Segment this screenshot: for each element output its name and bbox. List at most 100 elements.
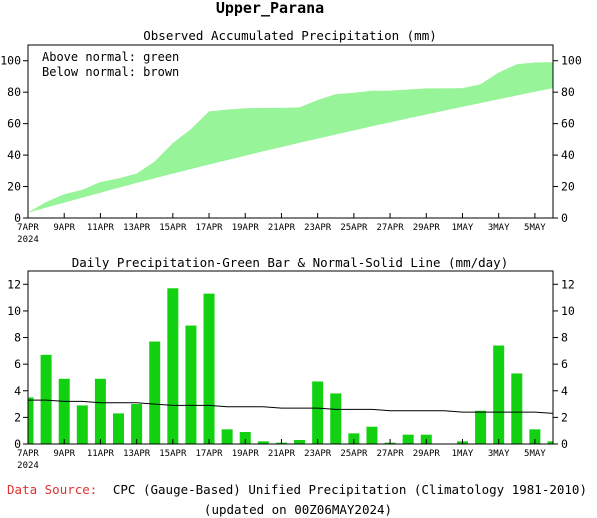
page-title: Upper_Parana: [216, 0, 324, 17]
accum-plot-frame: [27, 44, 554, 219]
accum-ytick-label-right: 40: [561, 148, 575, 162]
daily-xtick-label: 11APR: [87, 449, 115, 459]
accum-xtick-label: 7APR: [17, 223, 39, 233]
daily-bar: [366, 426, 378, 444]
accum-xtick-label: 21APR: [268, 223, 296, 233]
daily-xtick-label: 23APR: [304, 449, 332, 459]
daily-ytick-label-left: 4: [14, 384, 21, 398]
source-label: Data Source:: [7, 482, 97, 497]
daily-ytick-label-right: 0: [561, 437, 568, 451]
accum-xtick-label: 19APR: [232, 223, 260, 233]
accum-ytick-label-right: 80: [561, 85, 575, 99]
daily-xtick-label: 15APR: [159, 449, 187, 459]
updated-text: (updated on 00Z06MAY2024): [204, 502, 392, 517]
accum-xtick-label: 11APR: [87, 223, 115, 233]
daily-bar: [149, 341, 161, 444]
daily-bar: [330, 393, 342, 444]
accum-ytick-label-left: 0: [14, 211, 21, 225]
accum-chart-title: Observed Accumulated Precipitation (mm): [143, 28, 437, 43]
accum-ytick-label-left: 40: [7, 148, 21, 162]
accum-ytick-label-left: 20: [7, 180, 21, 194]
legend-above: Above normal: green: [42, 50, 179, 64]
daily-ytick-label-right: 12: [561, 277, 575, 291]
accum-xtick-label: 5MAY: [524, 223, 546, 233]
daily-xtick-label: 25APR: [340, 449, 368, 459]
accum-xtick-label: 25APR: [340, 223, 368, 233]
daily-ytick-label-right: 6: [561, 357, 568, 371]
daily-bar: [185, 325, 197, 444]
daily-plot: [28, 288, 554, 444]
daily-xtick-label: 19APR: [232, 449, 260, 459]
source-line: Data Source: CPC (Gauge-Based) Unified P…: [7, 482, 587, 497]
accum-xtick-label: 9APR: [53, 223, 75, 233]
daily-bar: [547, 441, 553, 444]
daily-bar: [94, 378, 106, 444]
accum-xtick-label: 17APR: [195, 223, 223, 233]
accum-ytick-label-right: 20: [561, 180, 575, 194]
accum-xtick-label: 1MAY: [452, 223, 474, 233]
daily-ytick-label-left: 8: [14, 331, 21, 345]
daily-xtick-label: 3MAY: [488, 449, 510, 459]
daily-plot-frame: [27, 270, 554, 445]
daily-bar: [40, 354, 52, 444]
daily-axes: 0 0 2 2 4 4 6 6 8 8 10 10 12 12 7APR 9APR 11APR 13APR 15AP…: [7, 277, 575, 471]
daily-bar: [58, 378, 70, 444]
daily-bar: [239, 432, 251, 444]
daily-bar: [76, 405, 88, 444]
daily-ytick-label-left: 2: [14, 410, 21, 424]
daily-bar: [493, 345, 505, 444]
daily-bar: [529, 429, 541, 444]
daily-ytick-label-right: 10: [561, 304, 575, 318]
daily-xtick-label: 27APR: [377, 449, 405, 459]
accum-year-label: 2024: [17, 235, 39, 245]
accum-ytick-label-right: 0: [561, 211, 568, 225]
accum-ytick-label-left: 100: [0, 54, 21, 68]
daily-xtick-label: 17APR: [195, 449, 223, 459]
legend-below: Below normal: brown: [42, 65, 179, 79]
accum-ytick-label-right: 60: [561, 117, 575, 131]
daily-ytick-label-left: 0: [14, 437, 21, 451]
accum-ytick-label-right: 100: [561, 54, 582, 68]
daily-bar: [221, 429, 233, 444]
daily-ytick-label-right: 4: [561, 384, 568, 398]
daily-ytick-label-left: 10: [7, 304, 21, 318]
daily-normal-line: [28, 399, 554, 414]
daily-bar: [475, 410, 487, 444]
daily-ytick-label-right: 2: [561, 410, 568, 424]
accum-axes: 0 0 20 20 40 40 60 60 80 80 100 100 7APR 9APR 11APR 13A…: [0, 54, 582, 245]
accum-above-normal-area: [28, 62, 553, 213]
daily-xtick-label: 5MAY: [524, 449, 546, 459]
daily-bar: [402, 434, 414, 444]
daily-bar: [312, 381, 324, 444]
daily-xtick-label: 13APR: [123, 449, 151, 459]
daily-bar: [294, 440, 306, 444]
daily-bar: [257, 441, 269, 444]
daily-xtick-label: 9APR: [53, 449, 75, 459]
daily-bar: [348, 433, 360, 444]
daily-bar: [167, 288, 179, 444]
daily-bar: [511, 373, 523, 444]
daily-xtick-label: 21APR: [268, 449, 296, 459]
accum-ytick-label-left: 60: [7, 117, 21, 131]
accum-plot: [28, 62, 553, 213]
accum-xtick-label: 15APR: [159, 223, 187, 233]
daily-xtick-label: 29APR: [413, 449, 441, 459]
accum-xtick-label: 3MAY: [488, 223, 510, 233]
accum-xtick-label: 29APR: [413, 223, 441, 233]
daily-bar: [131, 404, 143, 444]
daily-ytick-label-right: 8: [561, 331, 568, 345]
daily-chart-title: Daily Precipitation-Green Bar & Normal-S…: [72, 255, 509, 270]
accum-xtick-label: 23APR: [304, 223, 332, 233]
daily-year-label: 2024: [17, 461, 39, 471]
accum-xtick-label: 13APR: [123, 223, 151, 233]
daily-ytick-label-left: 12: [7, 277, 21, 291]
daily-bar: [203, 293, 215, 444]
accum-xtick-label: 27APR: [377, 223, 405, 233]
accum-ytick-label-left: 80: [7, 85, 21, 99]
daily-xtick-label: 1MAY: [452, 449, 474, 459]
daily-bar: [113, 413, 125, 444]
daily-bar: [28, 397, 34, 444]
source-text: CPC (Gauge-Based) Unified Precipitation …: [113, 482, 587, 497]
daily-xtick-label: 7APR: [17, 449, 39, 459]
